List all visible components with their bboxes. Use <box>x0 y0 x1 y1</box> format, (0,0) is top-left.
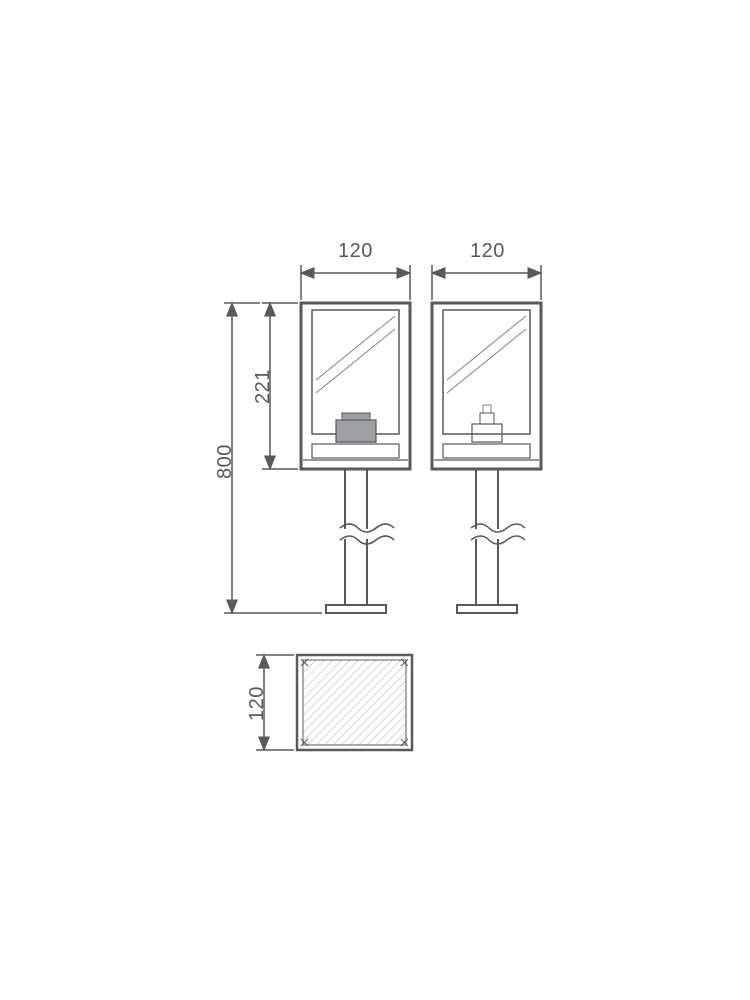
pole-left <box>326 469 394 613</box>
plan-view <box>297 655 412 750</box>
dim-label-221: 221 <box>252 369 275 404</box>
dim-label-800: 800 <box>214 444 237 479</box>
elevation-left <box>301 303 410 469</box>
pole-right <box>457 469 525 613</box>
dim-label-120-top-right: 120 <box>470 240 505 263</box>
technical-drawing <box>0 0 750 1000</box>
dim-label-120-plan: 120 <box>246 686 269 721</box>
dim-label-120-top-left: 120 <box>338 240 373 263</box>
elevation-right <box>432 303 541 469</box>
